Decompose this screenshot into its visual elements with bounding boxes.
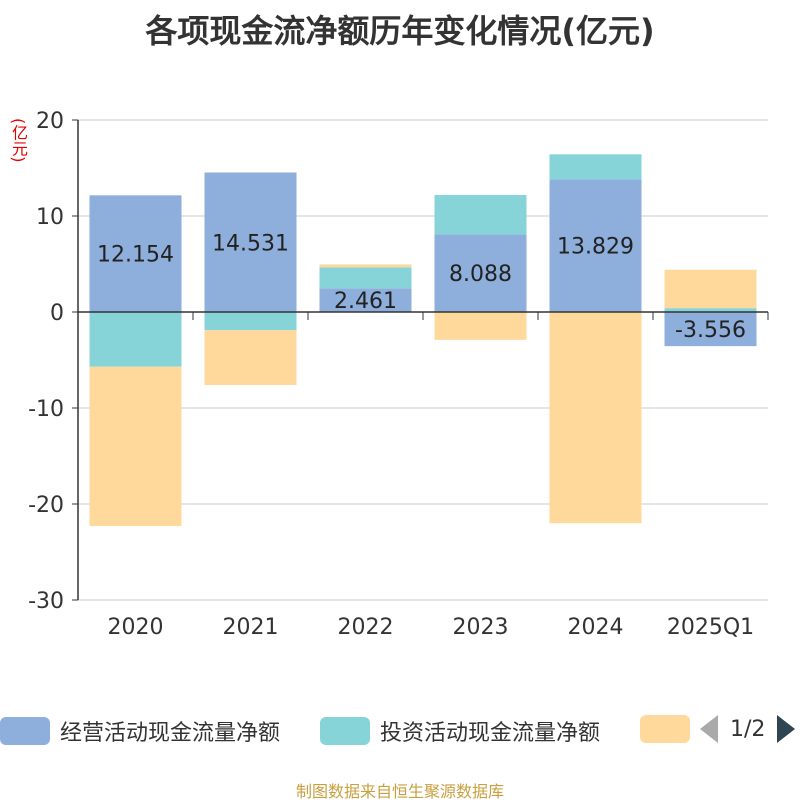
bar-investing [434, 194, 527, 235]
data-label: 13.829 [557, 235, 634, 260]
x-tick-label: 2024 [568, 615, 624, 640]
bar-operating [664, 312, 757, 347]
y-tick-label: 0 [50, 301, 64, 326]
legend-page-indicator: 1/2 [730, 716, 766, 742]
legend-pager: 1/2 [700, 715, 796, 743]
legend-swatch-investing [320, 717, 370, 745]
legend-label-operating: 经营活动现金流量净额 [60, 721, 281, 746]
chart-title: 各项现金流净额历年变化情况(亿元) [145, 12, 655, 50]
bar-operating [549, 179, 642, 312]
bar-operating [89, 195, 182, 312]
bar-operating [319, 288, 412, 312]
legend-item-operating[interactable]: 经营活动现金流量净额 [0, 715, 280, 747]
bar-financing [319, 264, 412, 268]
x-tick-label: 2023 [453, 615, 509, 640]
y-tick-label: 20 [36, 109, 64, 134]
data-label: 2.461 [334, 289, 397, 314]
data-label: 12.154 [97, 243, 174, 268]
data-label: -3.556 [675, 318, 746, 343]
legend-item-investing[interactable]: 投资活动现金流量净额 [320, 715, 600, 747]
bar-operating [204, 172, 297, 312]
x-tick-label: 2022 [338, 615, 394, 640]
legend-swatch-financing [640, 715, 690, 743]
bar-investing [204, 312, 297, 331]
legend-item-financing[interactable] [640, 715, 690, 743]
bar-investing [549, 154, 642, 180]
y-axis-unit: (亿元) [9, 118, 28, 163]
data-label: 14.531 [212, 231, 289, 256]
bar-financing [89, 366, 182, 527]
bar-chart: 20 10 0 -10 -20 -30 12.154 2020 14.531 2021 2.461 2… [28, 109, 769, 640]
bar-investing [664, 308, 757, 312]
bar-operating [434, 234, 527, 312]
legend-label-investing: 投资活动现金流量净额 [380, 721, 601, 746]
x-tick-label: 2020 [108, 615, 164, 640]
bar-financing [549, 312, 642, 524]
bar-financing [664, 269, 757, 309]
x-tick-label: 2025Q1 [667, 615, 754, 640]
y-tick-label: 10 [36, 205, 64, 230]
bar-investing [89, 312, 182, 367]
y-tick-label: -20 [28, 493, 64, 518]
legend-swatch-operating [0, 717, 50, 745]
bar-financing [204, 330, 297, 385]
y-tick-label: -30 [28, 589, 64, 614]
legend: 经营活动现金流量净额 投资活动现金流量净额 1/2 [0, 715, 800, 755]
legend-next-icon[interactable] [777, 715, 796, 743]
bar-financing [434, 312, 527, 340]
data-label: 8.088 [449, 262, 512, 287]
bar-investing [319, 267, 412, 289]
x-tick-label: 2021 [223, 615, 279, 640]
y-tick-label: -10 [28, 397, 64, 422]
data-source: 制图数据来自恒生聚源数据库 [295, 782, 504, 801]
legend-prev-icon[interactable] [700, 715, 718, 743]
